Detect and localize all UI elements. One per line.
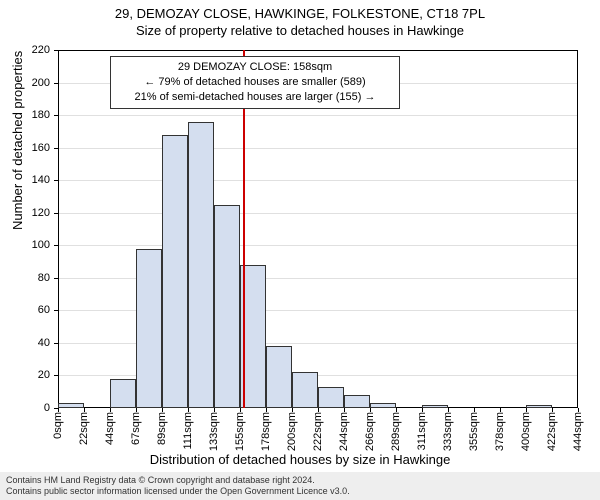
xtick-label: 222sqm [312,412,324,451]
ytick-label: 20 [20,369,50,381]
footer-line2: Contains public sector information licen… [6,486,594,497]
xtick-label: 444sqm [572,412,584,451]
histogram-bar [58,403,84,408]
ytick-label: 100 [20,239,50,251]
ytick-mark [54,180,58,181]
xtick-label: 200sqm [286,412,298,451]
ytick-mark [54,50,58,51]
histogram-bar [214,205,240,408]
ytick-label: 180 [20,109,50,121]
annotation-box: 29 DEMOZAY CLOSE: 158sqm ← 79% of detach… [110,56,400,109]
chart-container: 29, DEMOZAY CLOSE, HAWKINGE, FOLKESTONE,… [0,0,600,500]
xtick-label: 178sqm [260,412,272,451]
xtick-label: 0sqm [52,412,64,439]
histogram-bar [110,379,136,408]
ytick-label: 160 [20,142,50,154]
xtick-label: 244sqm [338,412,350,451]
ytick-mark [54,115,58,116]
plot-area: 29 DEMOZAY CLOSE: 158sqm ← 79% of detach… [58,50,578,408]
histogram-bar [526,405,552,408]
xtick-label: 333sqm [442,412,454,451]
histogram-bar [292,372,318,408]
ytick-mark [54,83,58,84]
ytick-mark [54,148,58,149]
ytick-mark [54,310,58,311]
xtick-label: 378sqm [494,412,506,451]
xtick-label: 266sqm [364,412,376,451]
xtick-label: 400sqm [520,412,532,451]
xtick-label: 422sqm [546,412,558,451]
ytick-label: 220 [20,44,50,56]
histogram-bar [162,135,188,408]
xtick-label: 89sqm [156,412,168,445]
footer: Contains HM Land Registry data © Crown c… [0,472,600,500]
footer-line1: Contains HM Land Registry data © Crown c… [6,475,594,486]
histogram-bar [318,387,344,408]
xtick-label: 133sqm [208,412,220,451]
histogram-bar [188,122,214,408]
ytick-mark [54,213,58,214]
ytick-mark [54,278,58,279]
xtick-label: 289sqm [390,412,402,451]
xtick-label: 44sqm [104,412,116,445]
ytick-label: 120 [20,207,50,219]
ytick-label: 140 [20,174,50,186]
annotation-line3: 21% of semi-detached houses are larger (… [117,90,393,105]
ytick-mark [54,245,58,246]
xtick-label: 67sqm [130,412,142,445]
histogram-bar [370,403,396,408]
ytick-label: 60 [20,304,50,316]
xtick-label: 111sqm [182,412,194,450]
histogram-bar [422,405,448,408]
annotation-line1: 29 DEMOZAY CLOSE: 158sqm [117,60,393,75]
histogram-bar [266,346,292,408]
ytick-label: 200 [20,77,50,89]
annotation-line2: ← 79% of detached houses are smaller (58… [117,75,393,90]
title-subtitle: Size of property relative to detached ho… [0,21,600,38]
xtick-label: 311sqm [416,412,428,450]
xtick-label: 355sqm [468,412,480,451]
ytick-mark [54,375,58,376]
histogram-bar [136,249,162,408]
title-address: 29, DEMOZAY CLOSE, HAWKINGE, FOLKESTONE,… [0,0,600,21]
ytick-label: 0 [20,402,50,414]
histogram-bar [344,395,370,408]
ytick-mark [54,343,58,344]
xtick-label: 22sqm [78,412,90,445]
x-axis-label: Distribution of detached houses by size … [0,452,600,467]
xtick-label: 155sqm [234,412,246,451]
ytick-label: 40 [20,337,50,349]
ytick-label: 80 [20,272,50,284]
